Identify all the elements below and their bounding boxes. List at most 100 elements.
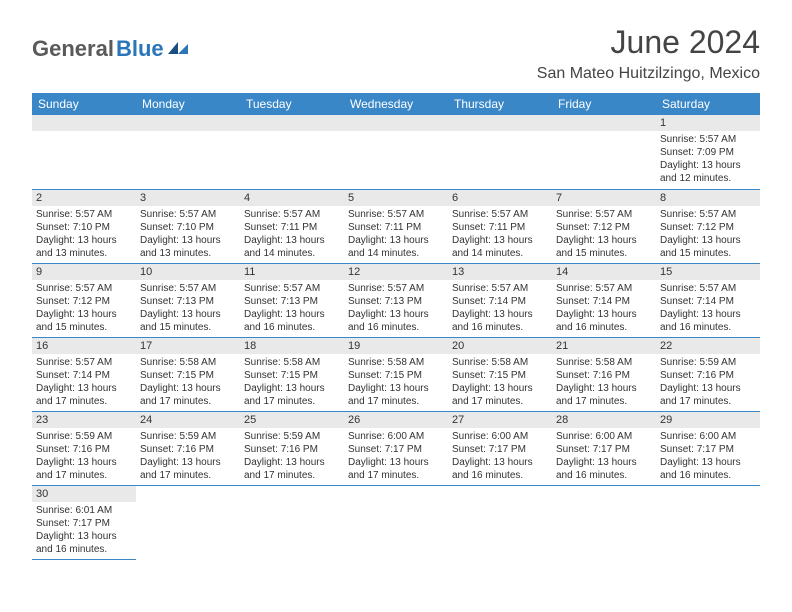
day-line-sr: Sunrise: 5:57 AM	[452, 282, 548, 295]
day-line-sr: Sunrise: 5:57 AM	[452, 208, 548, 221]
day-cell: 10Sunrise: 5:57 AMSunset: 7:13 PMDayligh…	[136, 263, 240, 337]
day-line-ss: Sunset: 7:17 PM	[660, 443, 756, 456]
day-line-ss: Sunset: 7:15 PM	[244, 369, 340, 382]
day-line-ss: Sunset: 7:17 PM	[348, 443, 444, 456]
day-number: 12	[344, 264, 448, 280]
day-line-d1: Daylight: 13 hours	[140, 234, 236, 247]
day-line-d1: Daylight: 13 hours	[660, 159, 756, 172]
day-line-d2: and 14 minutes.	[452, 247, 548, 260]
day-line-sr: Sunrise: 5:57 AM	[36, 282, 132, 295]
day-body: Sunrise: 6:00 AMSunset: 7:17 PMDaylight:…	[656, 428, 760, 484]
day-line-ss: Sunset: 7:16 PM	[660, 369, 756, 382]
day-body: Sunrise: 5:57 AMSunset: 7:14 PMDaylight:…	[32, 354, 136, 410]
day-line-d1: Daylight: 13 hours	[244, 382, 340, 395]
day-line-d1: Daylight: 13 hours	[348, 382, 444, 395]
calendar-table: SundayMondayTuesdayWednesdayThursdayFrid…	[32, 93, 760, 560]
day-line-d1: Daylight: 13 hours	[660, 234, 756, 247]
day-body: Sunrise: 5:57 AMSunset: 7:09 PMDaylight:…	[656, 131, 760, 187]
day-line-d2: and 16 minutes.	[36, 543, 132, 556]
day-line-d1: Daylight: 13 hours	[556, 308, 652, 321]
day-line-sr: Sunrise: 5:57 AM	[348, 282, 444, 295]
day-cell: 3Sunrise: 5:57 AMSunset: 7:10 PMDaylight…	[136, 189, 240, 263]
day-line-sr: Sunrise: 5:57 AM	[660, 282, 756, 295]
day-body: Sunrise: 6:01 AMSunset: 7:17 PMDaylight:…	[32, 502, 136, 558]
day-number: 15	[656, 264, 760, 280]
day-line-d2: and 17 minutes.	[452, 395, 548, 408]
day-line-d1: Daylight: 13 hours	[244, 308, 340, 321]
day-body: Sunrise: 5:57 AMSunset: 7:10 PMDaylight:…	[32, 206, 136, 262]
header: General Blue June 2024 San Mateo Huitzil…	[32, 24, 760, 83]
day-cell: 21Sunrise: 5:58 AMSunset: 7:16 PMDayligh…	[552, 337, 656, 411]
day-cell	[136, 115, 240, 189]
day-cell: 11Sunrise: 5:57 AMSunset: 7:13 PMDayligh…	[240, 263, 344, 337]
day-number: 22	[656, 338, 760, 354]
day-body: Sunrise: 5:58 AMSunset: 7:15 PMDaylight:…	[136, 354, 240, 410]
day-body: Sunrise: 5:57 AMSunset: 7:11 PMDaylight:…	[448, 206, 552, 262]
day-cell: 23Sunrise: 5:59 AMSunset: 7:16 PMDayligh…	[32, 411, 136, 485]
day-line-d1: Daylight: 13 hours	[660, 382, 756, 395]
day-line-d1: Daylight: 13 hours	[556, 234, 652, 247]
day-number: 16	[32, 338, 136, 354]
dayname-6: Saturday	[656, 93, 760, 115]
day-body: Sunrise: 6:00 AMSunset: 7:17 PMDaylight:…	[552, 428, 656, 484]
empty-day-bar	[552, 115, 656, 131]
day-line-d2: and 16 minutes.	[556, 321, 652, 334]
day-line-ss: Sunset: 7:16 PM	[556, 369, 652, 382]
dayname-2: Tuesday	[240, 93, 344, 115]
day-number: 17	[136, 338, 240, 354]
day-line-d2: and 14 minutes.	[348, 247, 444, 260]
day-cell: 22Sunrise: 5:59 AMSunset: 7:16 PMDayligh…	[656, 337, 760, 411]
day-line-sr: Sunrise: 5:59 AM	[660, 356, 756, 369]
day-number: 5	[344, 190, 448, 206]
day-line-d1: Daylight: 13 hours	[660, 308, 756, 321]
day-line-ss: Sunset: 7:10 PM	[36, 221, 132, 234]
day-line-ss: Sunset: 7:17 PM	[556, 443, 652, 456]
day-line-d1: Daylight: 13 hours	[36, 234, 132, 247]
day-body: Sunrise: 5:58 AMSunset: 7:15 PMDaylight:…	[240, 354, 344, 410]
day-number: 4	[240, 190, 344, 206]
day-line-d1: Daylight: 13 hours	[556, 382, 652, 395]
day-line-ss: Sunset: 7:15 PM	[348, 369, 444, 382]
empty-day-bar	[32, 115, 136, 131]
day-line-ss: Sunset: 7:15 PM	[452, 369, 548, 382]
day-number: 23	[32, 412, 136, 428]
day-line-d1: Daylight: 13 hours	[140, 308, 236, 321]
day-line-ss: Sunset: 7:16 PM	[244, 443, 340, 456]
day-line-ss: Sunset: 7:12 PM	[660, 221, 756, 234]
day-line-ss: Sunset: 7:16 PM	[36, 443, 132, 456]
day-cell	[344, 485, 448, 559]
day-body: Sunrise: 5:57 AMSunset: 7:14 PMDaylight:…	[552, 280, 656, 336]
day-line-d2: and 15 minutes.	[556, 247, 652, 260]
day-line-d1: Daylight: 13 hours	[452, 382, 548, 395]
day-line-ss: Sunset: 7:12 PM	[556, 221, 652, 234]
day-line-d2: and 17 minutes.	[348, 395, 444, 408]
empty-day-bar	[344, 115, 448, 131]
day-line-sr: Sunrise: 5:58 AM	[244, 356, 340, 369]
day-number: 13	[448, 264, 552, 280]
empty-day-bar	[448, 115, 552, 131]
day-cell	[32, 115, 136, 189]
day-cell: 19Sunrise: 5:58 AMSunset: 7:15 PMDayligh…	[344, 337, 448, 411]
day-line-sr: Sunrise: 5:58 AM	[556, 356, 652, 369]
day-cell	[656, 485, 760, 559]
day-body: Sunrise: 5:57 AMSunset: 7:10 PMDaylight:…	[136, 206, 240, 262]
day-line-d1: Daylight: 13 hours	[452, 308, 548, 321]
day-line-ss: Sunset: 7:11 PM	[244, 221, 340, 234]
day-line-sr: Sunrise: 5:57 AM	[244, 282, 340, 295]
day-cell: 28Sunrise: 6:00 AMSunset: 7:17 PMDayligh…	[552, 411, 656, 485]
day-line-sr: Sunrise: 5:59 AM	[36, 430, 132, 443]
day-line-sr: Sunrise: 5:58 AM	[140, 356, 236, 369]
day-cell	[552, 115, 656, 189]
day-line-sr: Sunrise: 5:57 AM	[556, 208, 652, 221]
day-cell	[240, 485, 344, 559]
day-line-d2: and 17 minutes.	[140, 469, 236, 482]
day-line-ss: Sunset: 7:09 PM	[660, 146, 756, 159]
day-number: 25	[240, 412, 344, 428]
day-body: Sunrise: 5:59 AMSunset: 7:16 PMDaylight:…	[656, 354, 760, 410]
day-line-sr: Sunrise: 6:00 AM	[556, 430, 652, 443]
day-line-d2: and 17 minutes.	[36, 395, 132, 408]
day-line-ss: Sunset: 7:16 PM	[140, 443, 236, 456]
day-line-ss: Sunset: 7:17 PM	[452, 443, 548, 456]
day-line-d2: and 17 minutes.	[244, 395, 340, 408]
day-body: Sunrise: 5:57 AMSunset: 7:14 PMDaylight:…	[656, 280, 760, 336]
